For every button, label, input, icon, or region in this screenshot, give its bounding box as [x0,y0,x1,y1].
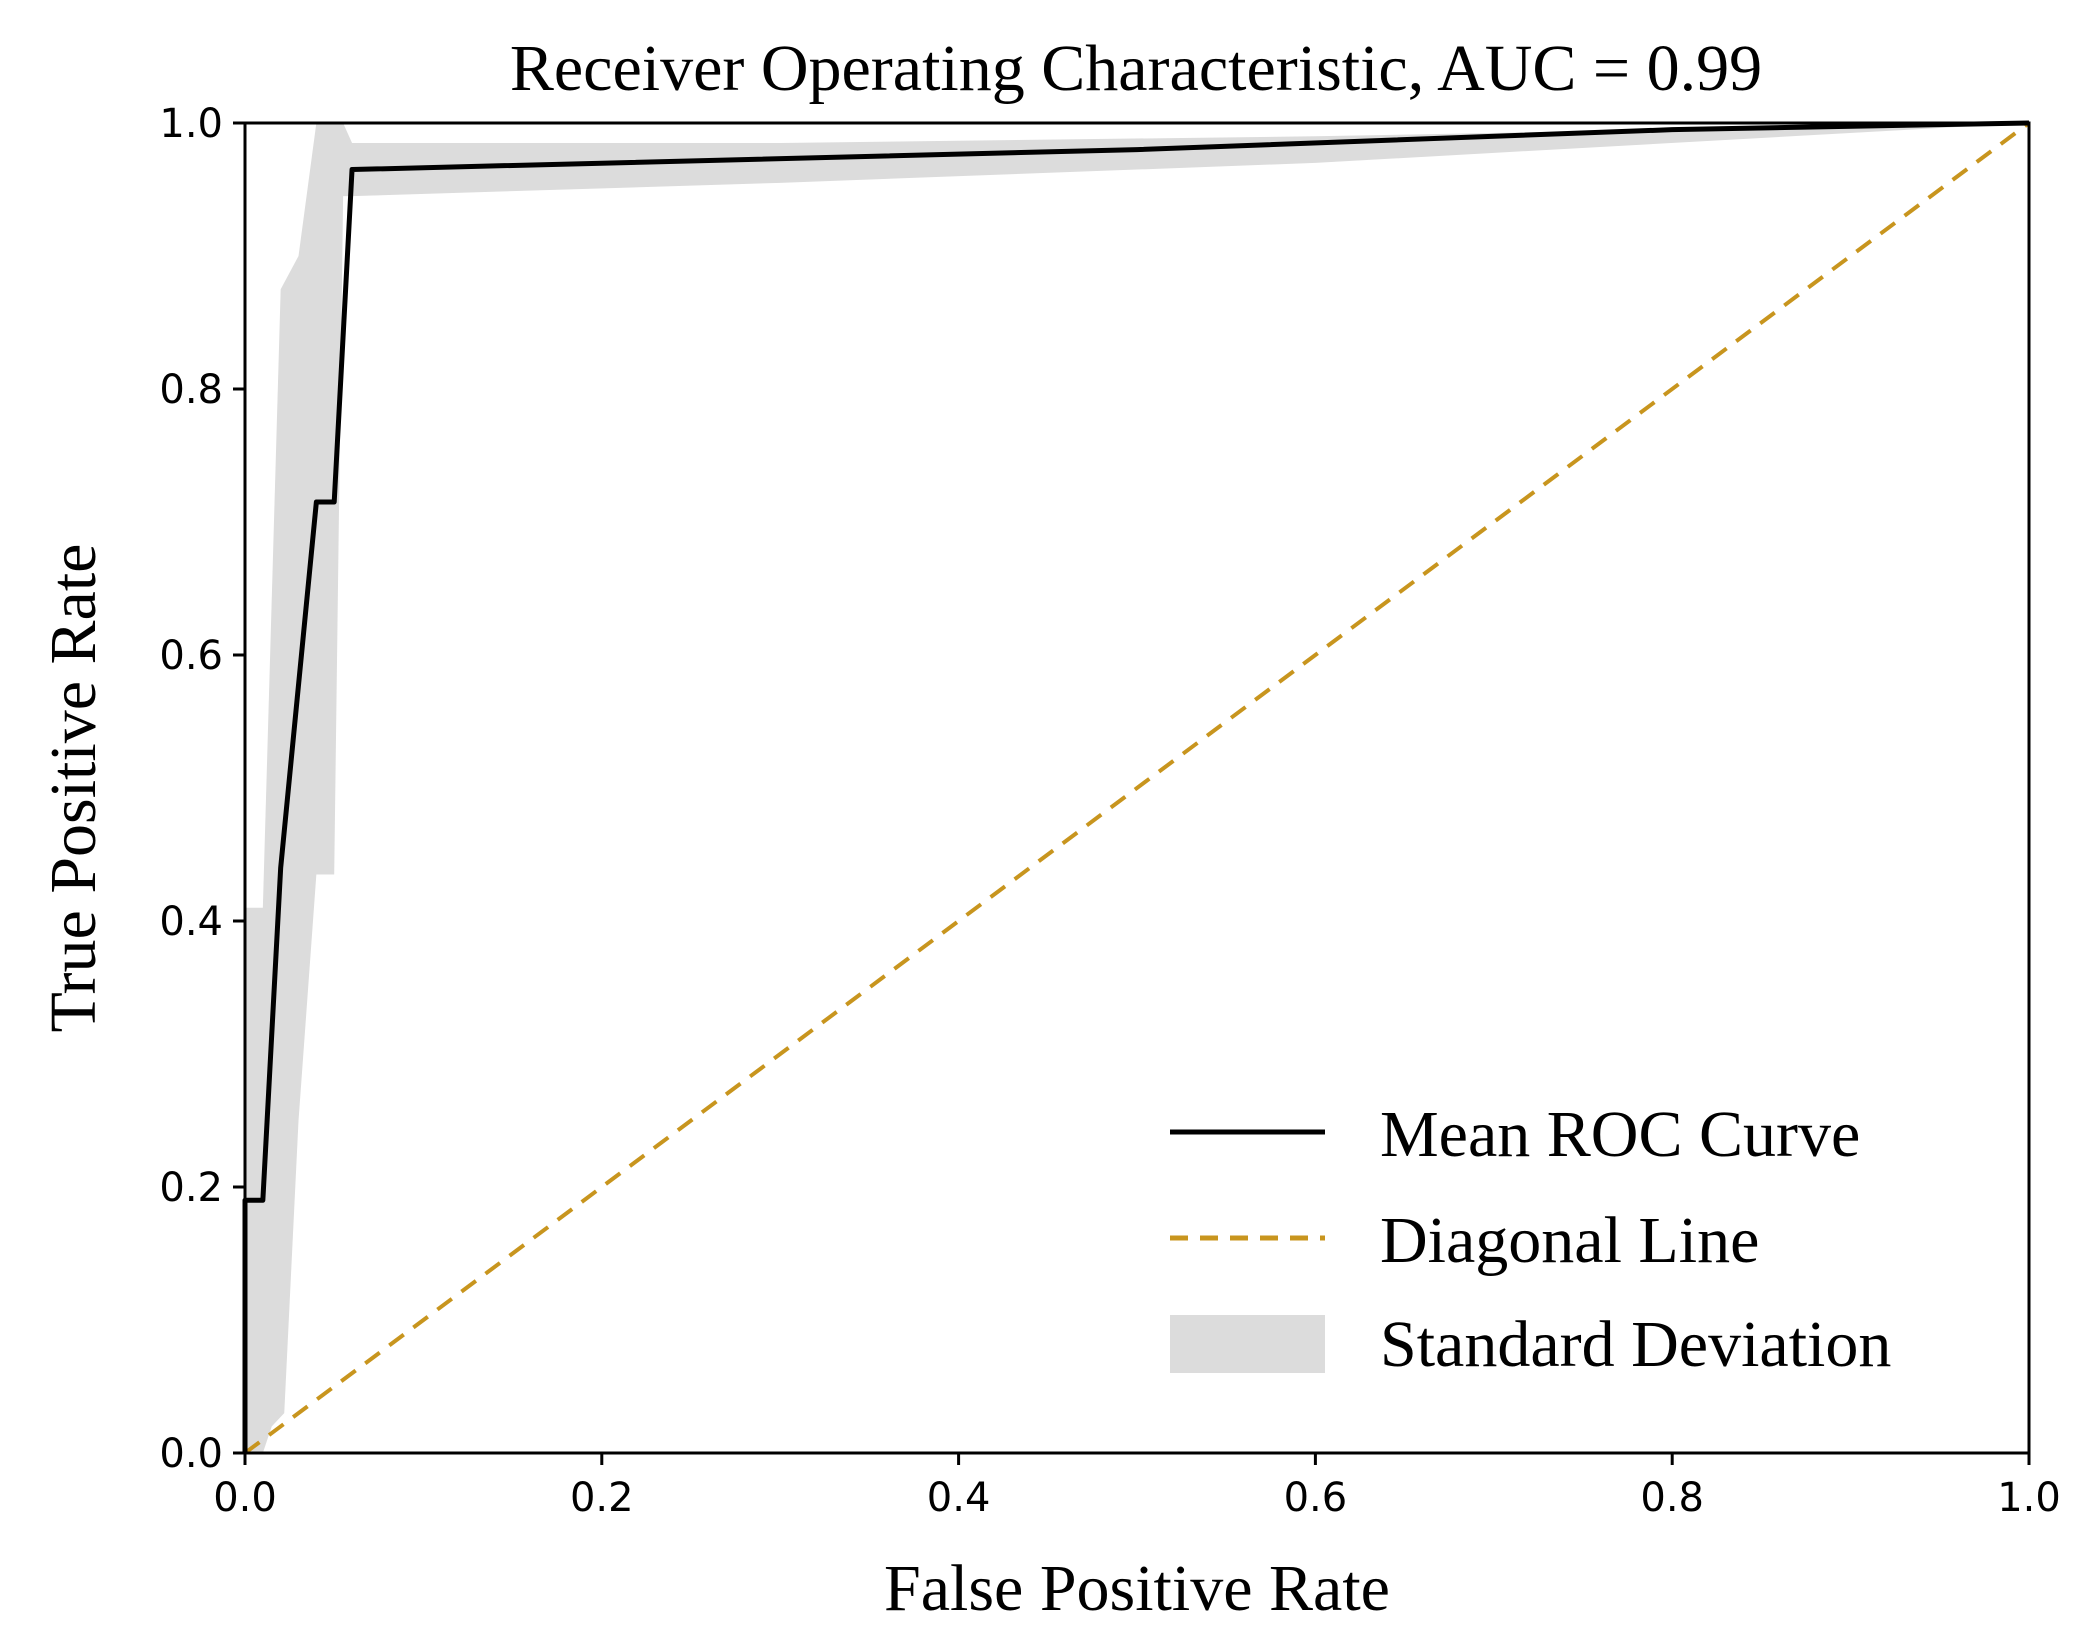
x-tick-label: 0.8 [1640,1475,1704,1521]
legend-label-std: Standard Deviation [1380,1308,1891,1381]
legend: Mean ROC Curve Diagonal Line Standard De… [1170,1098,1891,1381]
plot-frame [243,121,2031,1455]
legend-label-mean-roc: Mean ROC Curve [1380,1098,1860,1171]
y-tick-label: 1.0 [159,101,223,147]
y-tick-label: 0.0 [159,1431,223,1477]
diagonal-line [243,121,2031,1455]
mean-roc-curve-line [242,120,2030,1453]
chart-title: Receiver Operating Characteristic, AUC =… [510,32,1762,105]
y-axis-label: True Positive Rate [37,544,110,1033]
y-tick-label: 0.8 [159,367,223,413]
x-tick-label: 0.4 [927,1475,991,1521]
legend-label-diagonal: Diagonal Line [1380,1204,1759,1277]
x-tick-label: 0.0 [213,1475,277,1521]
axis-ticks: 0.0 0.2 0.4 0.6 0.8 1.0 0.0 0.2 0.4 0.6 0.8 1.0 [159,101,2060,1521]
x-tick-label: 1.0 [1997,1475,2061,1521]
x-tick-label: 0.6 [1284,1475,1348,1521]
legend-swatch-std [1170,1315,1325,1373]
x-tick-label: 0.2 [570,1475,634,1521]
plot-area [242,120,2031,1455]
y-tick-label: 0.6 [159,633,223,679]
x-axis-label: False Positive Rate [884,1552,1390,1625]
y-tick-label: 0.2 [159,1165,223,1211]
y-tick-label: 0.4 [159,899,223,945]
